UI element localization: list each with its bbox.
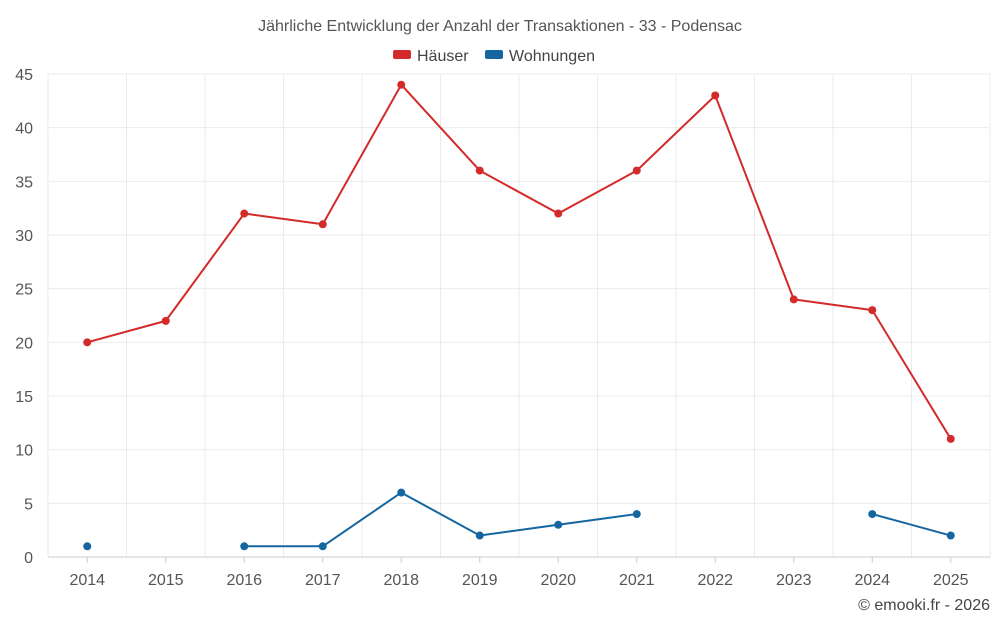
x-tick-label: 2016 — [226, 572, 262, 589]
data-point-haeuser[interactable] — [318, 220, 327, 229]
legend-label-wohnungen: Wohnungen — [509, 48, 595, 65]
chart-title: Jährliche Entwicklung der Anzahl der Tra… — [258, 18, 742, 35]
data-point-wohnungen[interactable] — [397, 488, 406, 497]
series-layer — [83, 80, 955, 551]
x-tick-label: 2014 — [69, 572, 105, 589]
data-point-wohnungen[interactable] — [632, 510, 641, 519]
x-tick-label: 2015 — [148, 572, 184, 589]
data-point-wohnungen[interactable] — [240, 542, 249, 551]
data-point-haeuser[interactable] — [554, 209, 563, 218]
x-tick-label: 2018 — [383, 572, 419, 589]
y-tick-label: 5 — [24, 496, 33, 513]
credit-text: © emooki.fr - 2026 — [858, 597, 990, 614]
series-line-haeuser — [86, 83, 952, 440]
x-tick-label: 2023 — [776, 572, 812, 589]
data-point-wohnungen[interactable] — [83, 542, 92, 551]
y-axis: 0 5 10 15 20 25 30 35 40 45 — [15, 67, 33, 567]
x-tick-label: 2017 — [305, 572, 341, 589]
data-point-wohnungen[interactable] — [868, 510, 877, 519]
legend-item-wohnungen[interactable]: Wohnungen — [485, 48, 595, 65]
legend: Häuser Wohnungen — [393, 48, 595, 65]
y-tick-label: 25 — [15, 282, 33, 299]
data-point-wohnungen[interactable] — [475, 531, 484, 540]
data-point-haeuser[interactable] — [161, 316, 170, 325]
y-tick-label: 30 — [15, 228, 33, 245]
legend-swatch-haeuser — [393, 50, 411, 59]
series-line-wohnungen — [871, 513, 952, 537]
y-tick-label: 10 — [15, 443, 33, 460]
x-tick-label: 2022 — [697, 572, 733, 589]
y-tick-label: 40 — [15, 121, 33, 138]
data-point-haeuser[interactable] — [868, 306, 877, 315]
y-tick-label: 20 — [15, 335, 33, 352]
data-point-haeuser[interactable] — [711, 91, 720, 100]
data-point-haeuser[interactable] — [83, 338, 92, 347]
series-line-wohnungen — [244, 491, 637, 548]
data-point-wohnungen[interactable] — [318, 542, 327, 551]
data-point-wohnungen[interactable] — [554, 520, 563, 529]
x-tick-label: 2025 — [933, 572, 969, 589]
y-tick-label: 35 — [15, 174, 33, 191]
data-point-haeuser[interactable] — [946, 434, 955, 443]
legend-item-haeuser[interactable]: Häuser — [393, 48, 469, 65]
x-axis: 2014 2015 2016 2017 2018 2019 2020 2021 2022 2023… — [48, 556, 990, 589]
x-tick-label: 2024 — [854, 572, 890, 589]
y-tick-label: 15 — [15, 389, 33, 406]
data-point-haeuser[interactable] — [475, 166, 484, 175]
gridlines — [47, 73, 991, 557]
x-tick-label: 2021 — [619, 572, 655, 589]
legend-label-haeuser: Häuser — [417, 48, 469, 65]
data-point-haeuser[interactable] — [397, 80, 406, 89]
data-point-haeuser[interactable] — [789, 295, 798, 304]
legend-swatch-wohnungen — [485, 50, 503, 59]
data-point-haeuser[interactable] — [632, 166, 641, 175]
y-tick-label: 45 — [15, 67, 33, 84]
y-tick-label: 0 — [24, 550, 33, 567]
x-tick-label: 2020 — [540, 572, 576, 589]
data-point-wohnungen[interactable] — [946, 531, 955, 540]
x-tick-label: 2019 — [462, 572, 498, 589]
data-point-haeuser[interactable] — [240, 209, 249, 218]
